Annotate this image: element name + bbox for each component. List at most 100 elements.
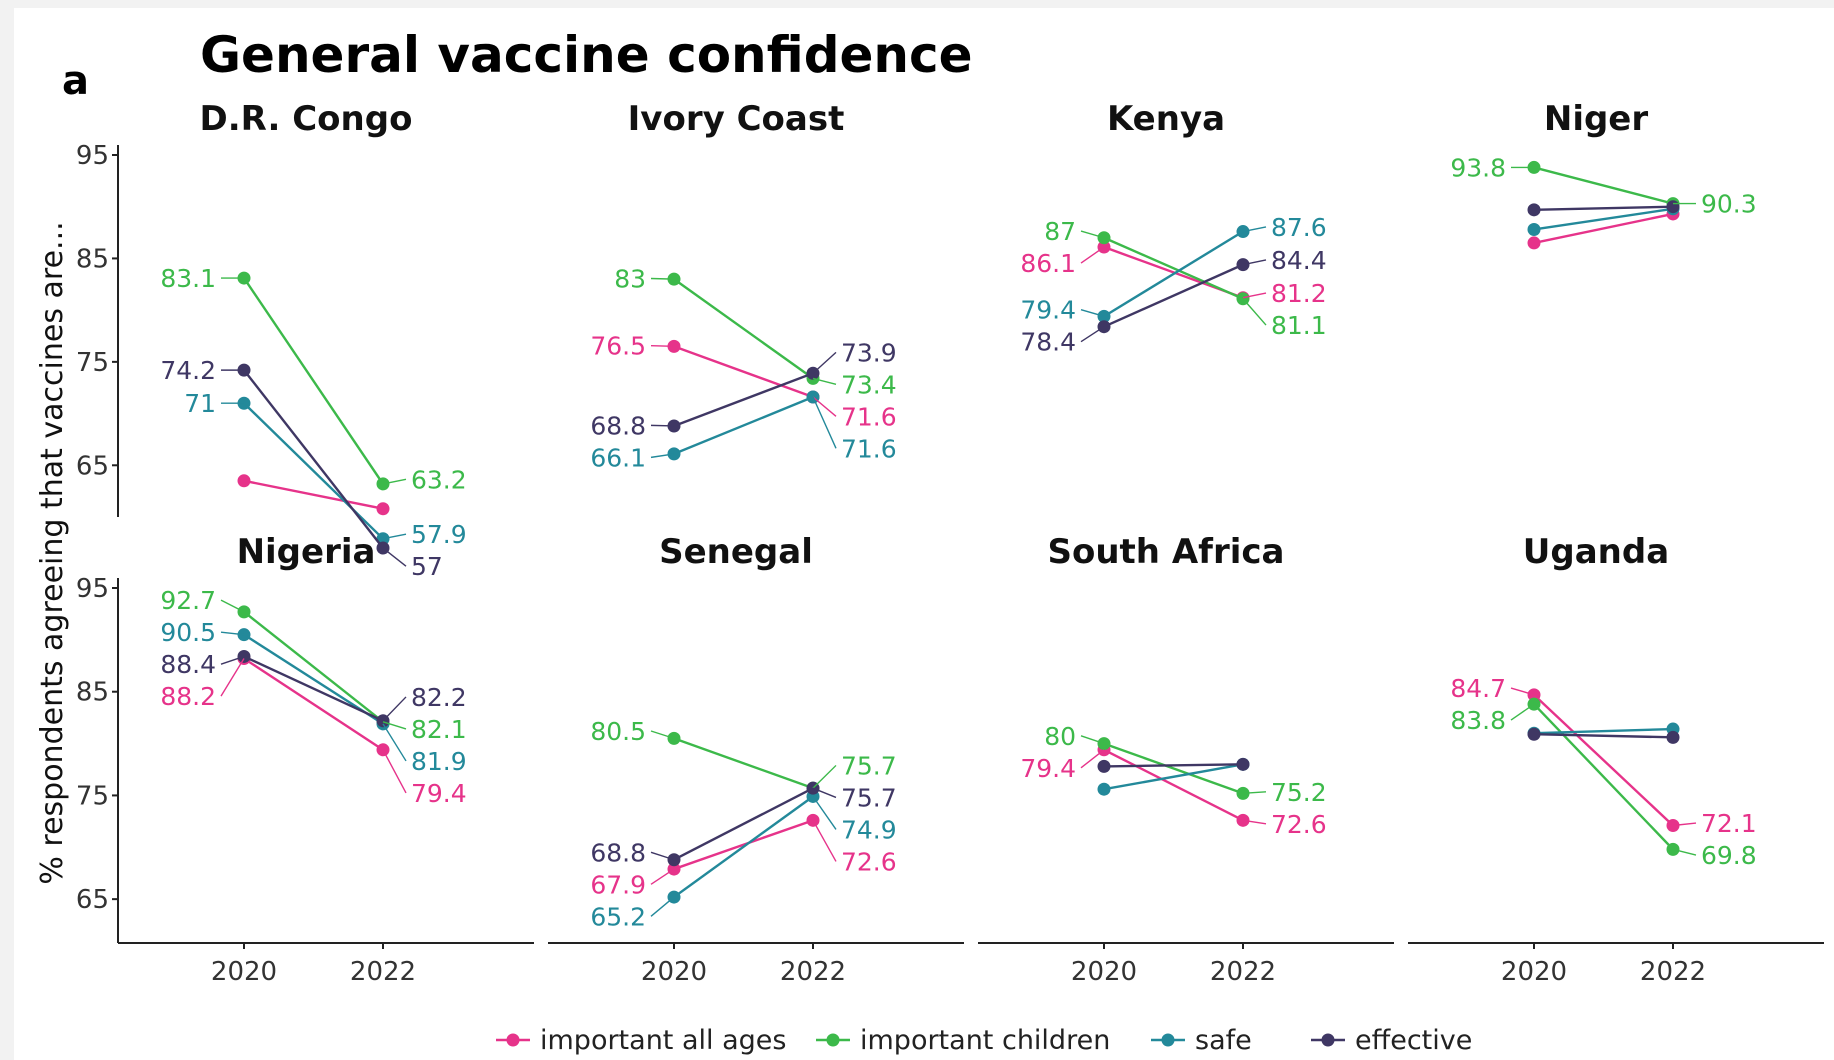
data-label: 82.2 <box>411 683 467 712</box>
data-label: 68.8 <box>590 411 646 440</box>
series-line <box>243 402 384 540</box>
data-label: 69.8 <box>1701 841 1757 870</box>
panel-title: Nigeria <box>237 532 376 572</box>
series-line <box>673 787 814 861</box>
data-label: 67.9 <box>590 870 646 899</box>
data-point <box>1527 727 1541 741</box>
legend-marker <box>506 1033 520 1047</box>
legend-marker <box>1161 1033 1175 1047</box>
data-label-leader <box>1242 298 1267 326</box>
data-label-leader <box>812 396 837 449</box>
panel-ivory-coast: Ivory Coast 83 76.5 68.8 66.1 73.9 73.4 71.6 71.… <box>590 99 896 472</box>
data-point <box>1527 236 1541 250</box>
data-label: 73.4 <box>841 370 897 399</box>
data-point <box>1097 759 1111 773</box>
data-label: 57 <box>411 552 443 581</box>
legend-marker <box>826 1033 840 1047</box>
data-label: 71.6 <box>841 434 897 463</box>
data-label-leader <box>382 749 407 794</box>
data-label-leader <box>1242 791 1267 795</box>
series-line <box>1533 212 1674 245</box>
x-tick-label: 2020 <box>211 957 277 987</box>
data-label-leader <box>812 377 837 386</box>
series-line <box>673 737 814 790</box>
panels: D.R. Congo 65 75 85 95 83.1 74.2 71 63.2 57.9 57 Iv… <box>76 99 1824 987</box>
data-label: 81.2 <box>1271 279 1327 308</box>
legend-label: effective <box>1355 1025 1472 1056</box>
series-effective <box>237 649 390 728</box>
legend-item-important-children: important children <box>816 1025 1110 1056</box>
data-label: 75.7 <box>841 783 897 812</box>
series-line <box>1103 763 1244 768</box>
data-label-leader <box>1242 819 1267 825</box>
data-label-leader <box>382 478 407 485</box>
data-point <box>1527 222 1541 236</box>
y-tick-label: 65 <box>76 885 109 915</box>
data-label: 71.6 <box>841 402 897 431</box>
data-label: 72.6 <box>1271 810 1327 839</box>
data-label-leader <box>382 533 407 540</box>
series-effective <box>1097 757 1250 773</box>
data-label-leader <box>650 424 675 427</box>
panel-title: Niger <box>1544 99 1649 139</box>
data-label-leader <box>220 655 245 665</box>
data-label-leader <box>650 868 675 885</box>
data-point <box>1527 203 1541 217</box>
panel-senegal: Senegal 2020 2022 80.5 68.8 67.9 65.2 75.7 75.7 7… <box>548 532 964 987</box>
series-line <box>243 277 384 485</box>
data-label-leader <box>1242 259 1267 266</box>
series-safe <box>667 390 820 461</box>
data-label-leader <box>1510 703 1535 721</box>
series-line <box>1533 207 1674 231</box>
series-effective <box>667 781 820 867</box>
legend-item-important-all-ages: important all ages <box>496 1025 786 1056</box>
series-line <box>1103 742 1244 795</box>
panel-title: D.R. Congo <box>200 99 413 139</box>
legend-label: important all ages <box>540 1025 786 1056</box>
series-line <box>673 795 814 899</box>
panel-title: Kenya <box>1107 99 1225 139</box>
legend: important all ages important children safe… <box>496 1025 1472 1056</box>
data-label-leader <box>1080 246 1105 264</box>
data-label: 72.1 <box>1701 809 1757 838</box>
data-label-leader <box>1080 326 1105 343</box>
data-label: 79.4 <box>1020 754 1076 783</box>
y-tick-label: 75 <box>76 781 109 811</box>
panel-uganda: Uganda 2020 2022 84.7 83.8 72.1 69.8 <box>1408 532 1824 987</box>
series-line <box>1533 703 1674 851</box>
series-safe <box>237 628 390 731</box>
panel-title: Senegal <box>659 532 813 572</box>
data-label: 75.2 <box>1271 778 1327 807</box>
data-label-leader <box>382 547 407 567</box>
data-label: 68.8 <box>590 838 646 867</box>
series-important-children <box>1097 737 1250 800</box>
series-important-all-ages <box>1527 688 1680 833</box>
series-important-children <box>237 605 390 729</box>
data-label: 73.9 <box>841 338 897 367</box>
y-axis-label: % respondents agreeing that vaccines are… <box>35 221 70 884</box>
data-label: 86.1 <box>1020 249 1076 278</box>
x-tick-label: 2022 <box>1640 957 1706 987</box>
series-line <box>1533 205 1674 212</box>
panel-title: Ivory Coast <box>628 99 845 139</box>
data-label: 65.2 <box>590 902 646 931</box>
y-tick-label: 85 <box>76 244 109 274</box>
series-safe <box>1097 225 1250 323</box>
data-label-leader <box>1080 735 1105 745</box>
data-label: 82.1 <box>411 715 467 744</box>
data-label-leader <box>220 658 245 697</box>
x-tick-label: 2022 <box>350 957 416 987</box>
data-label-leader <box>650 730 675 740</box>
y-tick-label: 65 <box>76 451 109 481</box>
data-label-leader <box>812 396 837 417</box>
series-line <box>1533 693 1674 827</box>
series-important-all-ages <box>1097 743 1250 827</box>
data-label-leader <box>650 277 675 280</box>
data-label-leader <box>1672 822 1697 827</box>
x-tick-label: 2020 <box>641 957 707 987</box>
panel-title: Uganda <box>1523 532 1669 572</box>
data-label-leader <box>650 851 675 861</box>
data-label: 75.7 <box>841 751 897 780</box>
panel-nigeria: Nigeria 65 75 85 95 2020 2022 92.7 90.5 88.4 88.2 8… <box>76 532 534 987</box>
panel-niger: Niger 93.8 90.3 <box>1450 99 1757 250</box>
